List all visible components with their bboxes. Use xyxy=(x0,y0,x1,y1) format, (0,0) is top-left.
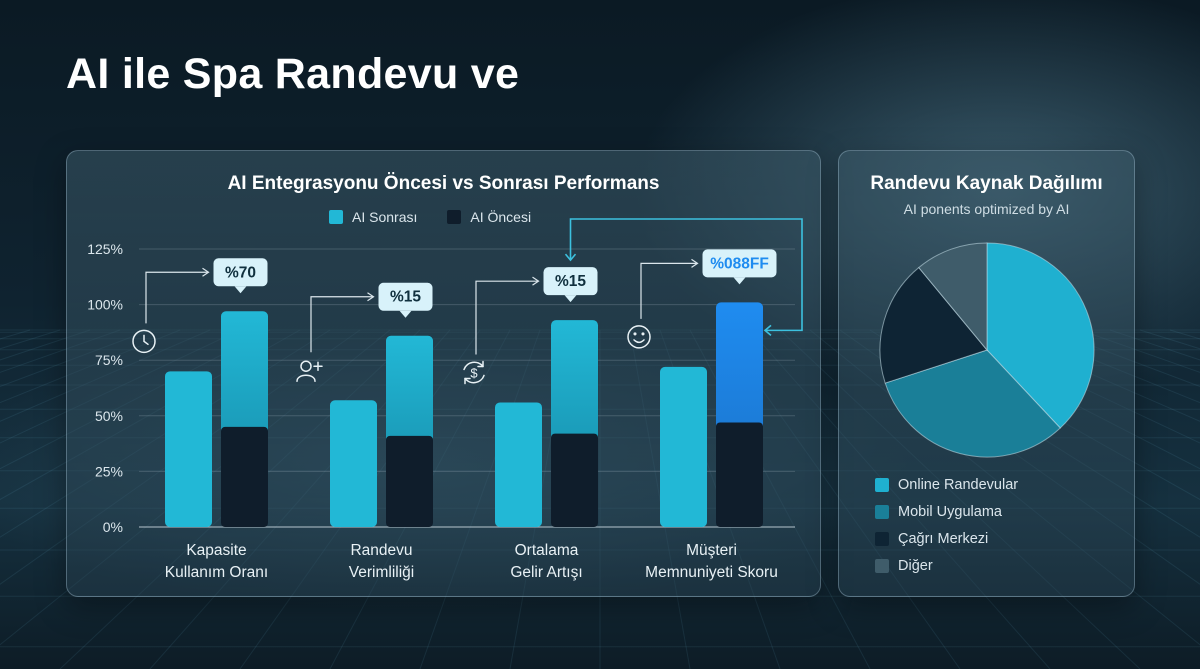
callout-connector xyxy=(475,280,538,355)
pie-legend-swatch xyxy=(875,478,889,492)
pie-legend-label: Diğer xyxy=(898,558,933,574)
dollar-glyph: $ xyxy=(470,365,478,380)
y-tick-label: 125% xyxy=(87,241,123,257)
pie-chart-title: Randevu Kaynak Dağılımı xyxy=(870,173,1103,194)
dollar-cycle-icon: $ xyxy=(463,360,485,385)
bar-chart-panel: AI Entegrasyonu Öncesi vs Sonrası Perfor… xyxy=(66,150,821,597)
page-title: AI ile Spa Randevu ve xyxy=(66,50,520,98)
callout-label: %15 xyxy=(555,273,586,290)
x-category-label: Kapasite xyxy=(186,542,246,559)
callout-bubble xyxy=(213,258,268,287)
pie-legend-label: Çağrı Merkezi xyxy=(898,531,989,547)
pie-legend-swatch xyxy=(875,505,889,519)
callout-connector xyxy=(145,271,208,324)
x-category-label: Randevu xyxy=(350,542,412,559)
pie-legend-label: Mobil Uygulama xyxy=(898,504,1002,520)
pie-legend-item: Diğer xyxy=(875,558,1018,574)
bar-after xyxy=(495,402,542,527)
pie-chart-panel: Randevu Kaynak Dağılımı AI ponents optim… xyxy=(838,150,1135,597)
pie-slice xyxy=(986,242,1095,429)
callout-pointer xyxy=(234,286,247,294)
pie-slice xyxy=(879,266,988,384)
callout-arrowhead xyxy=(367,292,375,302)
user-add-icon xyxy=(296,360,323,382)
callout-arrowhead xyxy=(532,276,540,286)
x-category-label: Ortalama xyxy=(515,542,579,559)
y-tick-label: 0% xyxy=(103,519,123,535)
legend-label-before: AI Öncesi xyxy=(470,209,532,225)
pie-legend-label: Online Randevular xyxy=(898,477,1019,493)
pie-chart-subtitle: AI ponents optimized by AI xyxy=(903,201,1070,217)
callout-bubble xyxy=(702,249,777,278)
clock-icon xyxy=(132,329,156,354)
callout-label: %088FF xyxy=(710,255,769,272)
smile-icon xyxy=(627,325,651,349)
bar-chart: 0% 25% 50% 75% 100% 125% Kapasite Kullanım Oran… xyxy=(87,218,803,581)
pie-legend-item: Online Randevular xyxy=(875,477,1018,493)
x-category-label: Müşteri xyxy=(686,542,737,559)
legend-item-before: AI Öncesi xyxy=(447,209,531,225)
callout-arrowhead xyxy=(691,258,699,268)
legend-swatch-after xyxy=(329,210,343,224)
pie-legend-swatch xyxy=(875,559,889,573)
callout-label: %70 xyxy=(225,264,256,281)
legend-label-after: AI Sonrası xyxy=(352,209,418,225)
bar-after xyxy=(330,400,377,527)
highlight-arrowhead-top xyxy=(564,253,577,262)
bar-chart-legend: AI Sonrası AI Öncesi xyxy=(329,209,531,225)
callout-pointer xyxy=(399,310,412,318)
x-category-label: Gelir Artışı xyxy=(510,564,582,581)
y-tick-label: 25% xyxy=(95,463,123,479)
callout-arrowhead xyxy=(202,267,210,277)
callout-label: %15 xyxy=(390,289,421,306)
x-category-label: Kullanım Oranı xyxy=(165,564,268,581)
bar-before-lower xyxy=(551,433,598,527)
legend-swatch-before xyxy=(447,210,462,224)
pie-slice xyxy=(884,349,1061,458)
pie-legend-swatch xyxy=(875,532,889,546)
callout-pointer xyxy=(733,277,746,285)
callout-bubble xyxy=(378,282,433,311)
y-tick-label: 50% xyxy=(95,408,123,424)
pie-slice xyxy=(918,242,988,352)
bar-before-lower xyxy=(221,426,268,527)
x-category-label: Verimliliği xyxy=(349,564,414,581)
pie-legend-item: Mobil Uygulama xyxy=(875,504,1018,520)
bar-chart-title: AI Entegrasyonu Öncesi vs Sonrası Perfor… xyxy=(227,173,660,194)
callout-bubble xyxy=(543,267,598,296)
callout-connector xyxy=(310,296,373,353)
callout-pointer xyxy=(564,295,577,303)
bar-before-lower xyxy=(716,422,763,527)
bar-after xyxy=(660,366,707,527)
callout-connector xyxy=(640,262,697,319)
bar-before-lower xyxy=(386,435,433,527)
y-tick-label: 100% xyxy=(87,297,123,313)
floor-reflection xyxy=(0,596,1200,669)
pie-legend-item: Çağrı Merkezi xyxy=(875,531,1018,547)
legend-item-after: AI Sonrası xyxy=(329,209,417,225)
bar-after xyxy=(165,371,212,527)
y-tick-label: 75% xyxy=(95,352,123,368)
x-category-label: Memnuniyeti Skoru xyxy=(645,564,778,581)
pie-legend: Online Randevular Mobil Uygulama Çağrı Mer… xyxy=(875,477,1018,585)
highlight-connector xyxy=(569,218,803,332)
highlight-arrowhead-left xyxy=(763,324,772,336)
pie-chart xyxy=(879,242,1095,458)
